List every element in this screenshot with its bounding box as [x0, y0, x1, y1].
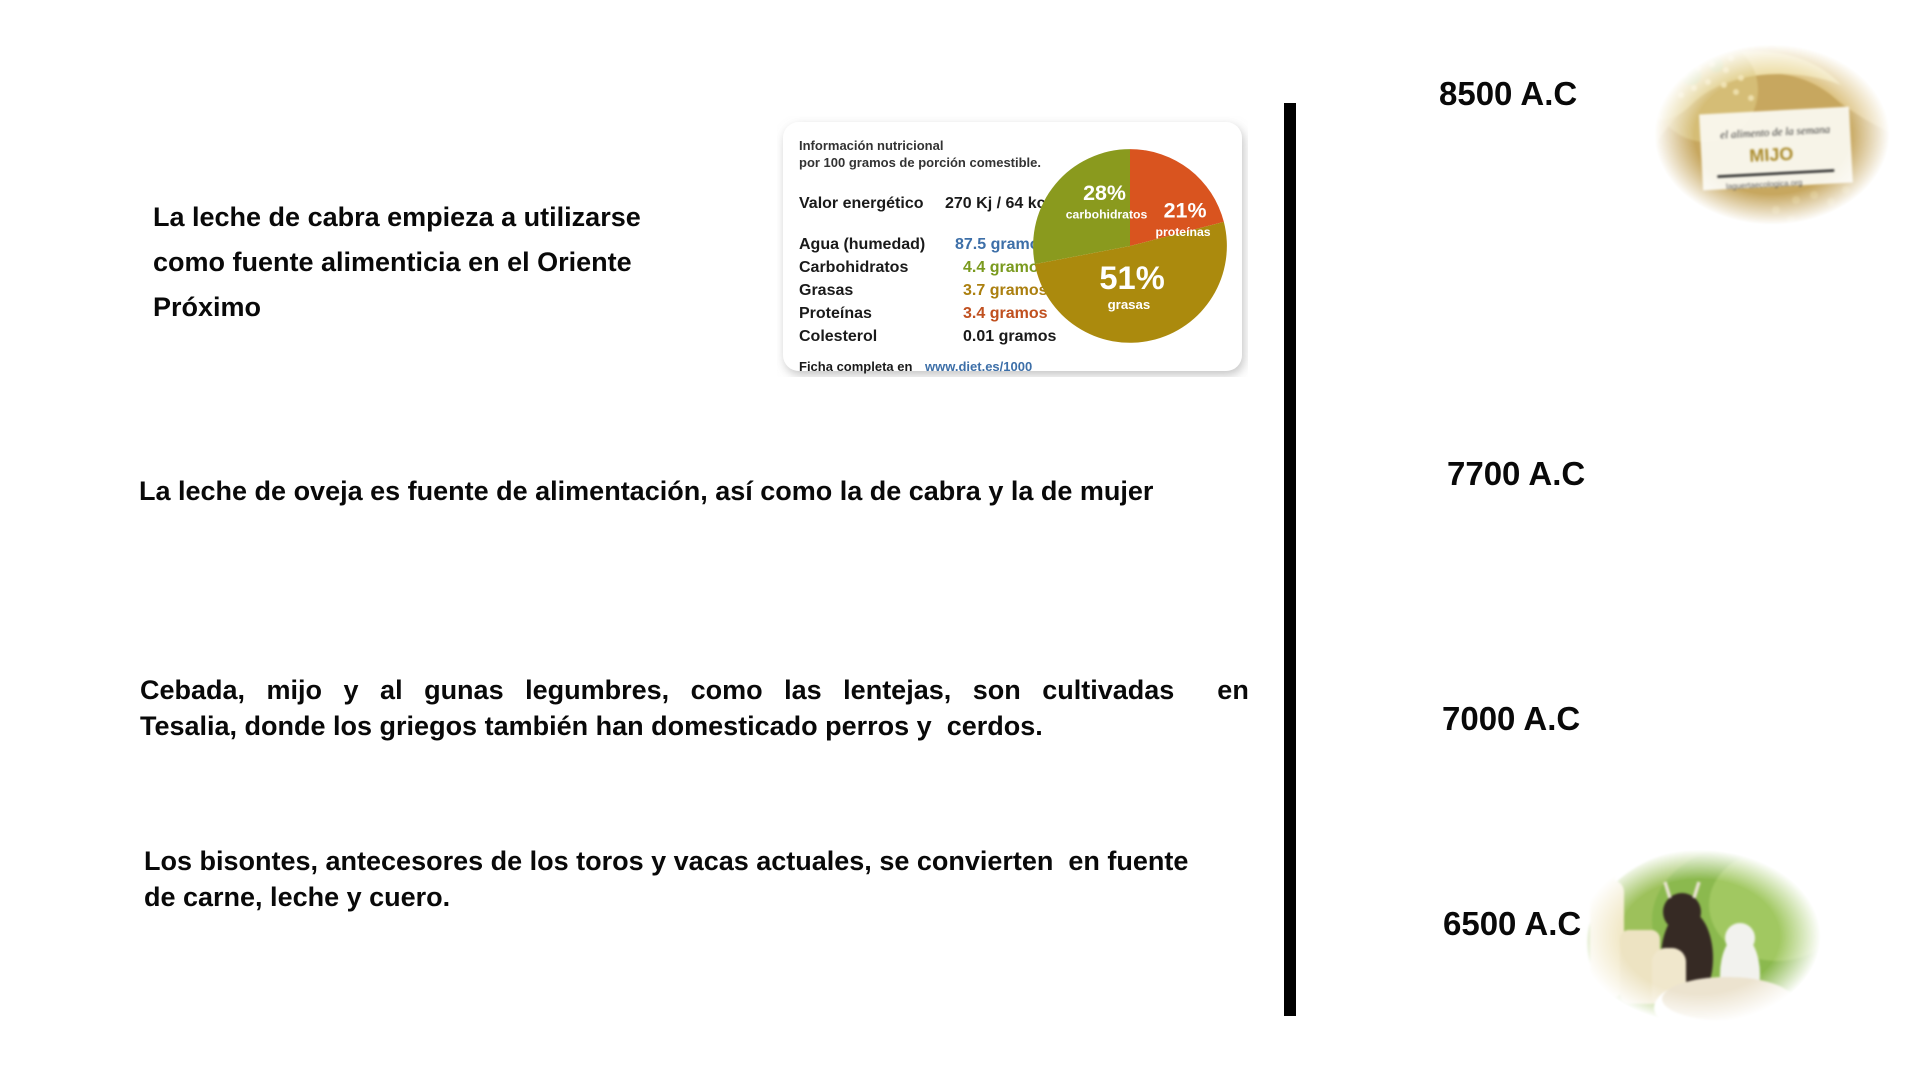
svg-text:por 100 gramos de porción come: por 100 gramos de porción comestible. [799, 155, 1041, 170]
svg-text:Carbohidratos: Carbohidratos [799, 259, 908, 276]
svg-text:Proteínas: Proteínas [799, 305, 872, 322]
svg-text:Grasas: Grasas [799, 282, 853, 299]
svg-text:Agua (humedad): Agua (humedad) [799, 236, 925, 253]
svg-text:3.4 gramos: 3.4 gramos [963, 305, 1048, 322]
svg-text:Colesterol: Colesterol [799, 328, 877, 345]
svg-text:www.diet.es/1000: www.diet.es/1000 [924, 359, 1032, 374]
svg-text:MIJO: MIJO [1749, 144, 1794, 166]
svg-text:0.01 gramos: 0.01 gramos [963, 328, 1056, 345]
svg-text:Ficha completa en: Ficha completa en [799, 359, 912, 374]
svg-text:carbohidratos: carbohidratos [1066, 207, 1148, 221]
svg-text:proteínas: proteínas [1156, 225, 1211, 239]
svg-text:grasas: grasas [1108, 297, 1151, 312]
svg-text:3.7 gramos: 3.7 gramos [963, 282, 1048, 299]
svg-text:Información nutricional: Información nutricional [799, 138, 943, 153]
svg-text:Valor energético: Valor energético [799, 195, 924, 212]
svg-text:51%: 51% [1099, 259, 1164, 296]
svg-text:28%: 28% [1083, 181, 1126, 205]
svg-text:21%: 21% [1164, 198, 1207, 222]
